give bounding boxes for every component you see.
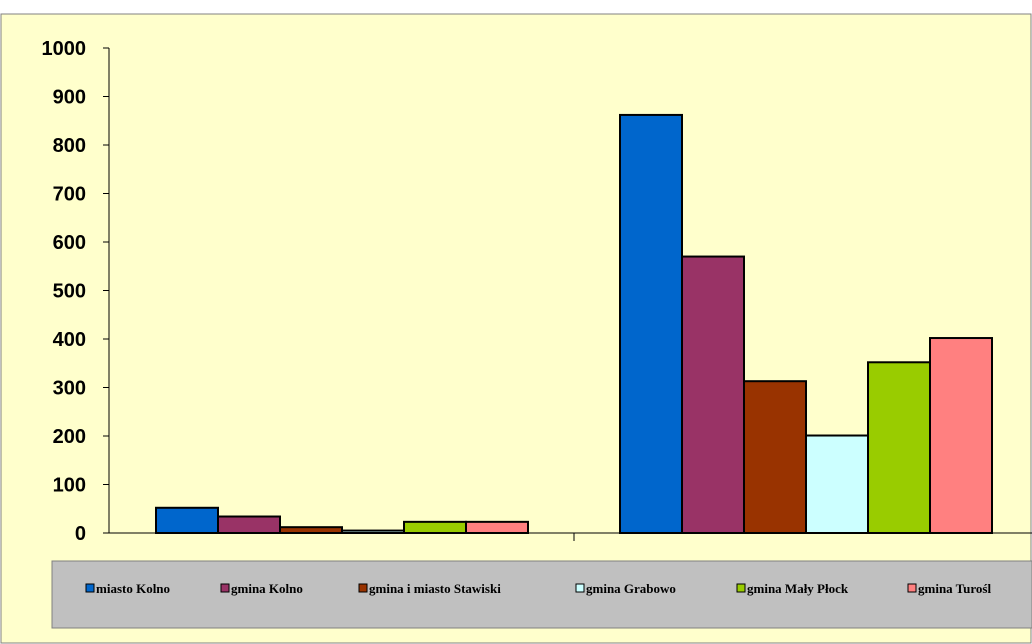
legend-swatch [736, 583, 746, 593]
y-tick-label: 300 [53, 378, 86, 400]
legend-label: gmina i miasto Stawiski [369, 581, 501, 596]
y-tick-label: 400 [53, 329, 86, 351]
bar [217, 515, 281, 535]
chart-background [0, 13, 1032, 644]
legend-label: gmina Mały Płock [747, 581, 849, 596]
legend-label: miasto Kolno [96, 581, 170, 596]
bar [681, 255, 745, 534]
legend-label: gmina Turośl [918, 581, 991, 596]
legend-swatch [220, 583, 230, 593]
bars [155, 113, 993, 535]
bar [805, 434, 869, 535]
legend-label: gmina Kolno [231, 581, 303, 596]
y-tick-label: 800 [53, 135, 86, 157]
y-tick-label: 700 [53, 184, 86, 206]
bar [743, 380, 807, 534]
legend-box [51, 560, 1032, 629]
bar [155, 506, 219, 534]
bar [465, 520, 529, 534]
legend-swatch [358, 583, 368, 593]
y-tick-label: 900 [53, 87, 86, 109]
axes [108, 48, 1032, 541]
y-tick-label: 500 [53, 281, 86, 303]
y-tick-label: 600 [53, 232, 86, 254]
bar [867, 361, 931, 534]
bar [929, 337, 993, 534]
legend-swatch [907, 583, 917, 593]
y-tick-label: 1000 [42, 38, 87, 60]
legend-swatch [575, 583, 585, 593]
bar [619, 113, 683, 535]
bar [279, 526, 343, 534]
bar [403, 520, 467, 534]
legend-swatch [85, 583, 95, 593]
legend: miasto Kolno gmina Kolno gmina i miasto St… [51, 560, 1032, 629]
y-axis-ticks: 0 100 200 300 400 500 600 700 800 900 1000 [42, 38, 109, 545]
legend-label: gmina Grabowo [586, 581, 676, 596]
y-tick-label: 200 [53, 426, 86, 448]
y-tick-label: 100 [53, 475, 86, 497]
y-tick-label: 0 [75, 523, 86, 545]
